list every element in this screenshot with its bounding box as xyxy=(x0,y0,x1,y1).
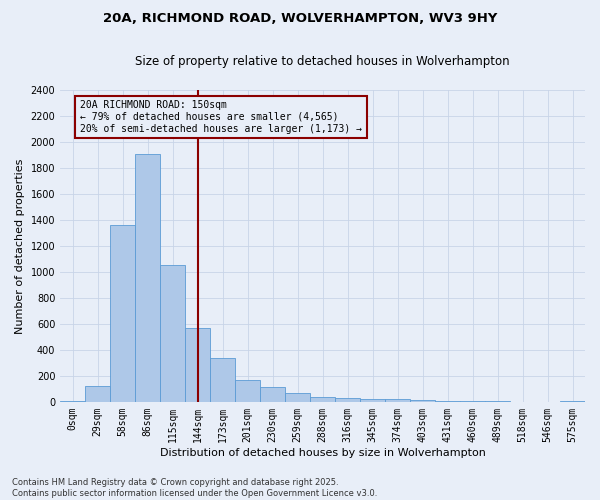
Bar xyxy=(110,225,135,402)
Bar xyxy=(60,400,85,402)
X-axis label: Distribution of detached houses by size in Wolverhampton: Distribution of detached houses by size … xyxy=(160,448,485,458)
Bar xyxy=(485,401,510,402)
Y-axis label: Number of detached properties: Number of detached properties xyxy=(15,158,25,334)
Bar xyxy=(435,401,460,402)
Bar xyxy=(285,394,310,402)
Bar xyxy=(185,328,210,402)
Text: Contains HM Land Registry data © Crown copyright and database right 2025.
Contai: Contains HM Land Registry data © Crown c… xyxy=(12,478,377,498)
Bar xyxy=(385,399,410,402)
Bar xyxy=(560,400,585,402)
Bar xyxy=(360,398,385,402)
Bar xyxy=(85,386,110,402)
Bar xyxy=(410,400,435,402)
Bar xyxy=(160,265,185,402)
Bar xyxy=(310,396,335,402)
Bar xyxy=(210,358,235,402)
Text: 20A RICHMOND ROAD: 150sqm
← 79% of detached houses are smaller (4,565)
20% of se: 20A RICHMOND ROAD: 150sqm ← 79% of detac… xyxy=(80,100,362,134)
Bar xyxy=(235,380,260,402)
Text: 20A, RICHMOND ROAD, WOLVERHAMPTON, WV3 9HY: 20A, RICHMOND ROAD, WOLVERHAMPTON, WV3 9… xyxy=(103,12,497,26)
Bar xyxy=(460,401,485,402)
Bar xyxy=(260,387,285,402)
Bar xyxy=(135,154,160,402)
Bar xyxy=(335,398,360,402)
Title: Size of property relative to detached houses in Wolverhampton: Size of property relative to detached ho… xyxy=(135,55,510,68)
